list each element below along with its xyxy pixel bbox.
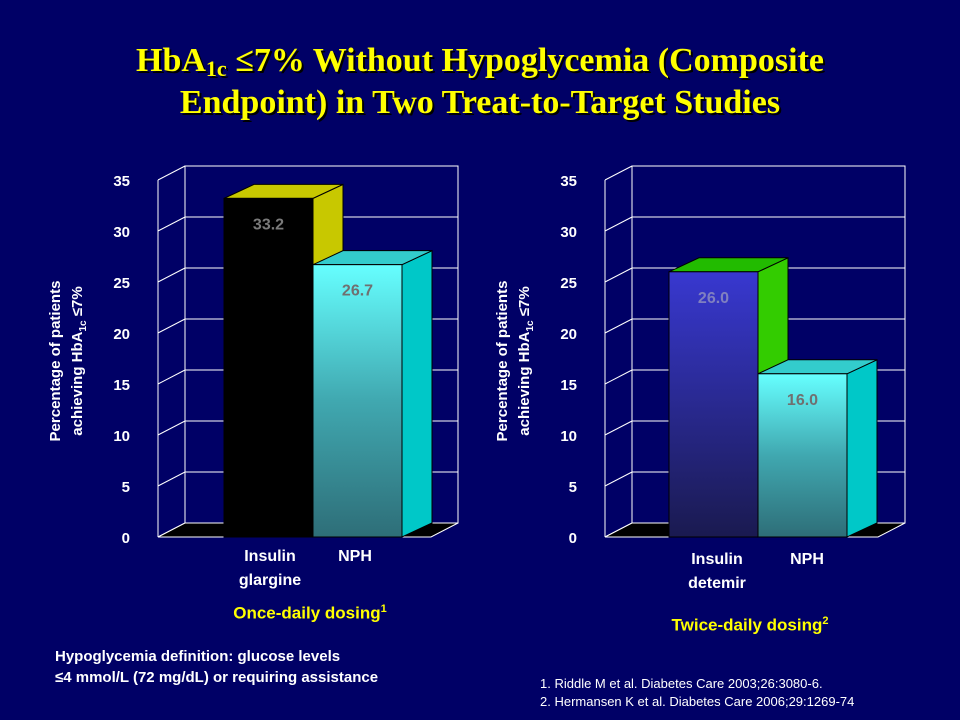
y-tick-label: 0 [569,530,577,547]
y-tick-label: 25 [113,275,130,292]
references: 1. Riddle M et al. Diabetes Care 2003;26… [540,675,950,711]
slide-title: HbA1c ≤7% Without Hypoglycemia (Composit… [136,42,824,121]
y-tick-label: 25 [560,275,577,292]
y-tick-label: 30 [560,224,577,241]
caption-twice-daily: Twice-daily dosing2 [671,615,829,635]
y-axis-title-right: Percentage of patients achieving HbA1c ≤… [494,280,536,442]
bar-side [846,359,878,538]
reference-2: 2. Hermansen K et al. Diabetes Care 2006… [540,694,855,709]
bar-side [401,249,433,538]
category-label-nph-2: NPH [790,551,824,568]
chart-twice-daily: 0 5 10 15 20 25 30 35 26.0 16.0 [560,165,906,547]
caption-once-daily: Once-daily dosing1 [233,603,387,623]
data-label: 33.2 [253,216,284,233]
gridline-diagonal [604,165,633,181]
y-tick-label: 30 [113,224,130,241]
gridline-diagonal [604,471,633,487]
data-label: 26.0 [698,290,729,307]
chart-once-daily: 0 5 10 15 20 25 30 35 33.2 26.7 [113,165,459,547]
gridline-diagonal [157,369,186,385]
bar-front [223,197,314,538]
gridline-diagonal [157,318,186,334]
gridline-diagonal [604,267,633,283]
category-label-insulin-detemir: Insulin detemir [688,551,746,592]
bar-front [312,264,403,538]
y-tick-label: 35 [560,173,577,190]
bar-front [668,271,759,538]
bar-2: 26.7 [312,249,433,538]
gridline-diagonal [604,369,633,385]
reference-1: 1. Riddle M et al. Diabetes Care 2003;26… [540,676,823,691]
gridline-diagonal [157,216,186,232]
gridline-diagonal [157,420,186,436]
bar-2: 16.0 [757,359,878,538]
category-label-insulin-glargine: Insulin glargine [238,548,302,589]
y-tick-label: 10 [560,428,577,445]
gridline-diagonal [157,471,186,487]
gridline-diagonal [604,420,633,436]
data-label: 26.7 [342,283,373,300]
y-tick-label: 20 [113,326,130,343]
gridline-diagonal [157,165,186,181]
y-tick-label: 5 [122,479,130,496]
gridline-diagonal [604,318,633,334]
hypoglycemia-footnote: Hypoglycemia definition: glucose levels ≤… [55,648,379,686]
category-label-nph-1: NPH [338,548,372,565]
gridline-diagonal [157,267,186,283]
y-tick-label: 0 [122,530,130,547]
bar-front [757,373,848,538]
y-tick-label: 15 [560,377,577,394]
data-label: 16.0 [787,392,818,409]
y-axis-title-left: Percentage of patients achieving HbA1c ≤… [47,280,89,442]
gridline-diagonal [604,216,633,232]
y-tick-label: 5 [569,479,577,496]
y-tick-label: 20 [560,326,577,343]
y-tick-label: 35 [113,173,130,190]
y-tick-label: 15 [113,377,130,394]
y-tick-label: 10 [113,428,130,445]
